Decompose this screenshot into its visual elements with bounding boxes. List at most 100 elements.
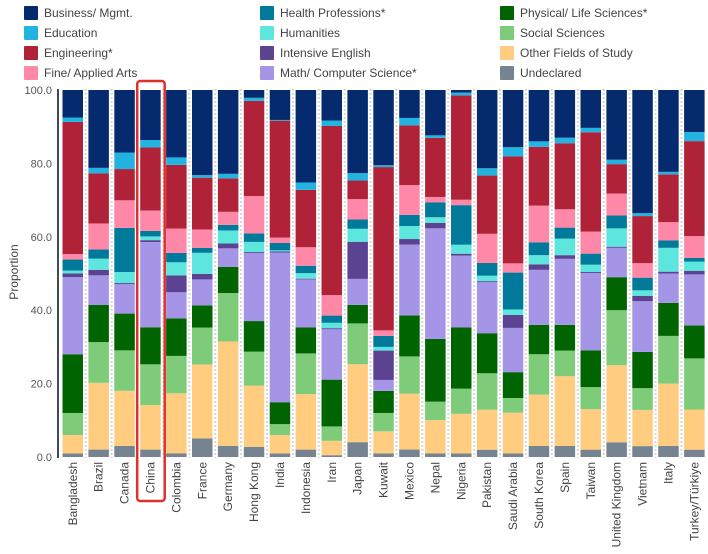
bar-segment-canada-other-fields-of-study[interactable] xyxy=(114,390,135,446)
bar-segment-iran-intensive-english[interactable] xyxy=(321,328,343,330)
bar-segment-france-business-mgmt[interactable] xyxy=(192,90,213,176)
bar-segment-france-math-computer-science[interactable] xyxy=(192,279,213,306)
bar-segment-nepal-intensive-english[interactable] xyxy=(425,222,446,229)
bar-segment-india-other-fields-of-study[interactable] xyxy=(269,435,291,454)
bar-segment-kuwait-health-professions[interactable] xyxy=(373,335,394,347)
bar-segment-hong-kong-social-sciences[interactable] xyxy=(243,351,265,386)
bar-segment-south-korea-other-fields-of-study[interactable] xyxy=(528,394,550,446)
bar-segment-saudi-arabia-undeclared[interactable] xyxy=(502,453,524,457)
bar-segment-japan-social-sciences[interactable] xyxy=(347,323,368,365)
bar-segment-spain-fine-applied-arts[interactable] xyxy=(554,209,576,228)
bar-segment-indonesia-math-computer-science[interactable] xyxy=(295,279,317,328)
bar-segment-bangladesh-health-professions[interactable] xyxy=(62,259,84,271)
bar-segment-brazil-fine-applied-arts[interactable] xyxy=(88,223,109,250)
bar-segment-kuwait-other-fields-of-study[interactable] xyxy=(373,431,394,454)
legend-item-math-computer-science[interactable]: Math/ Computer Science* xyxy=(260,65,417,81)
bar-segment-iran-social-sciences[interactable] xyxy=(321,426,343,441)
bar-segment-iran-humanities[interactable] xyxy=(321,322,343,329)
bar-segment-indonesia-humanities[interactable] xyxy=(295,273,317,279)
bar-segment-france-health-professions[interactable] xyxy=(192,247,213,253)
bar-segment-saudi-arabia-health-professions[interactable] xyxy=(502,272,524,310)
bar-segment-vietnam-physical-life-sciences[interactable] xyxy=(632,351,653,389)
bar-segment-pakistan-undeclared[interactable] xyxy=(476,449,498,457)
bar-segment-canada-humanities[interactable] xyxy=(114,272,135,284)
bar-segment-indonesia-social-sciences[interactable] xyxy=(295,353,317,395)
bar-segment-germany-math-computer-science[interactable] xyxy=(217,248,239,267)
bar-segment-kuwait-social-sciences[interactable] xyxy=(373,412,394,432)
bar-segment-indonesia-physical-life-sciences[interactable] xyxy=(295,327,317,354)
bar-segment-brazil-undeclared[interactable] xyxy=(88,449,109,457)
bar-segment-china-humanities[interactable] xyxy=(140,236,161,241)
bar-segment-bangladesh-undeclared[interactable] xyxy=(62,453,84,457)
bar-segment-nigeria-humanities[interactable] xyxy=(451,244,472,254)
bar-segment-nepal-social-sciences[interactable] xyxy=(425,401,446,421)
bar-segment-nepal-math-computer-science[interactable] xyxy=(425,228,446,339)
bar-segment-colombia-intensive-english[interactable] xyxy=(166,275,187,293)
bar-segment-mexico-physical-life-sciences[interactable] xyxy=(399,315,420,357)
legend-item-education[interactable]: Education xyxy=(24,25,97,41)
bar-segment-mexico-other-fields-of-study[interactable] xyxy=(399,393,420,450)
bar-segment-canada-engineering[interactable] xyxy=(114,169,135,201)
bar-segment-germany-business-mgmt[interactable] xyxy=(217,90,239,174)
bar-segment-bangladesh-fine-applied-arts[interactable] xyxy=(62,254,84,260)
bar-segment-nigeria-social-sciences[interactable] xyxy=(451,388,472,414)
bar-segment-vietnam-fine-applied-arts[interactable] xyxy=(632,263,653,278)
bar-segment-italy-undeclared[interactable] xyxy=(658,445,679,457)
bar-segment-pakistan-intensive-english[interactable] xyxy=(476,281,498,283)
bar-segment-france-intensive-english[interactable] xyxy=(192,273,213,280)
bar-segment-saudi-arabia-social-sciences[interactable] xyxy=(502,397,524,413)
bar-segment-italy-other-fields-of-study[interactable] xyxy=(658,383,679,446)
bar-segment-germany-engineering[interactable] xyxy=(217,178,239,212)
bar-segment-nigeria-intensive-english[interactable] xyxy=(451,253,472,256)
bar-segment-china-intensive-english[interactable] xyxy=(140,240,161,242)
legend-item-health-professions[interactable]: Health Professions* xyxy=(260,5,385,21)
bar-segment-france-humanities[interactable] xyxy=(192,252,213,274)
bar-segment-turkey-t-rkiye-other-fields-of-study[interactable] xyxy=(684,409,705,450)
bar-segment-saudi-arabia-fine-applied-arts[interactable] xyxy=(502,263,524,273)
bar-segment-nepal-physical-life-sciences[interactable] xyxy=(425,338,446,402)
bar-segment-hong-kong-health-professions[interactable] xyxy=(243,233,265,242)
bar-segment-taiwan-education[interactable] xyxy=(580,127,602,133)
bar-segment-canada-undeclared[interactable] xyxy=(114,445,135,457)
bar-segment-china-physical-life-sciences[interactable] xyxy=(140,327,161,365)
bar-segment-colombia-engineering[interactable] xyxy=(166,164,187,229)
bar-segment-nepal-other-fields-of-study[interactable] xyxy=(425,420,446,454)
bar-segment-italy-physical-life-sciences[interactable] xyxy=(658,302,679,336)
bar-segment-iran-other-fields-of-study[interactable] xyxy=(321,440,343,456)
bar-segment-china-social-sciences[interactable] xyxy=(140,364,161,406)
bar-segment-italy-social-sciences[interactable] xyxy=(658,335,679,384)
bar-segment-japan-intensive-english[interactable] xyxy=(347,241,368,279)
bar-segment-pakistan-physical-life-sciences[interactable] xyxy=(476,333,498,374)
bar-segment-spain-intensive-english[interactable] xyxy=(554,255,576,259)
bar-segment-indonesia-business-mgmt[interactable] xyxy=(295,90,317,183)
bar-segment-hong-kong-fine-applied-arts[interactable] xyxy=(243,196,265,234)
bar-segment-indonesia-undeclared[interactable] xyxy=(295,449,317,457)
bar-segment-hong-kong-engineering[interactable] xyxy=(243,100,265,197)
bar-segment-india-business-mgmt[interactable] xyxy=(269,90,291,120)
bar-segment-japan-health-professions[interactable] xyxy=(347,219,368,229)
bar-segment-spain-social-sciences[interactable] xyxy=(554,350,576,377)
bar-segment-united-kingdom-humanities[interactable] xyxy=(606,228,627,247)
bar-segment-brazil-humanities[interactable] xyxy=(88,258,109,270)
bar-segment-mexico-social-sciences[interactable] xyxy=(399,356,420,394)
bar-segment-nigeria-health-professions[interactable] xyxy=(451,205,472,245)
bar-segment-kuwait-education[interactable] xyxy=(373,165,394,168)
bar-segment-china-education[interactable] xyxy=(140,140,161,148)
bar-segment-japan-business-mgmt[interactable] xyxy=(347,90,368,174)
bar-segment-taiwan-health-professions[interactable] xyxy=(580,253,602,265)
bar-segment-vietnam-undeclared[interactable] xyxy=(632,446,653,457)
bar-segment-bangladesh-other-fields-of-study[interactable] xyxy=(62,434,84,454)
bar-segment-canada-math-computer-science[interactable] xyxy=(114,284,135,314)
legend-item-other-fields-of-study[interactable]: Other Fields of Study xyxy=(500,45,633,61)
bar-segment-taiwan-engineering[interactable] xyxy=(580,132,602,232)
bar-segment-saudi-arabia-education[interactable] xyxy=(502,147,524,157)
bar-segment-vietnam-business-mgmt[interactable] xyxy=(632,90,653,214)
bar-segment-taiwan-math-computer-science[interactable] xyxy=(580,273,602,351)
bar-segment-india-health-professions[interactable] xyxy=(269,243,291,251)
bar-segment-france-fine-applied-arts[interactable] xyxy=(192,229,213,248)
bar-segment-mexico-engineering[interactable] xyxy=(399,125,420,186)
bar-segment-indonesia-engineering[interactable] xyxy=(295,189,317,248)
bar-segment-mexico-humanities[interactable] xyxy=(399,225,420,240)
bar-segment-colombia-undeclared[interactable] xyxy=(166,453,187,457)
bar-segment-kuwait-intensive-english[interactable] xyxy=(373,350,394,380)
